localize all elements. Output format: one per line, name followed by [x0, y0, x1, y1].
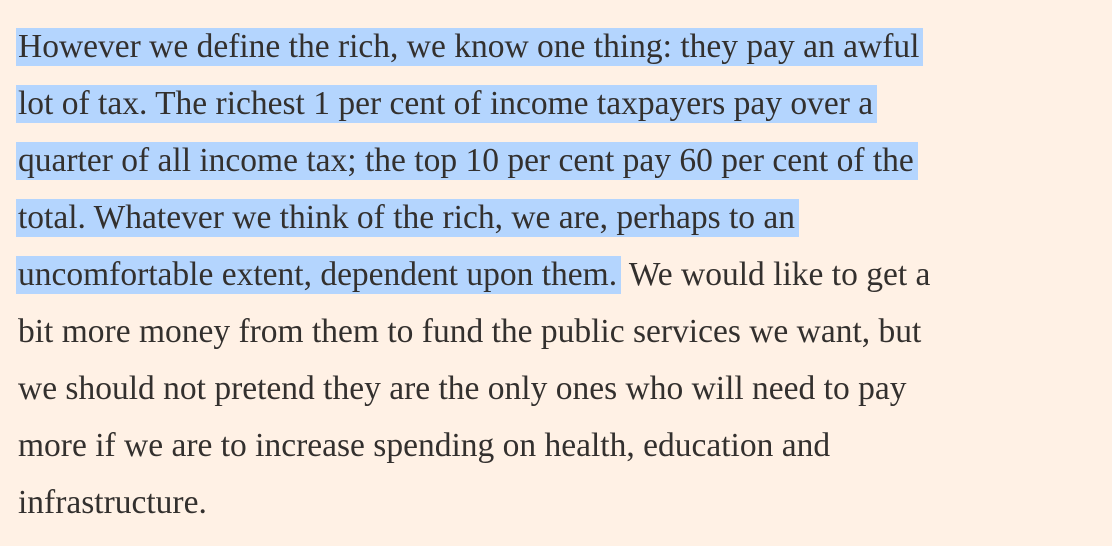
- text-line: we should not pretend they are the only …: [18, 370, 1112, 427]
- text-line: uncomfortable extent, dependent upon the…: [16, 256, 1112, 313]
- text-line: infrastructure.: [18, 484, 1112, 541]
- text-line: total. Whatever we think of the rich, we…: [16, 199, 1112, 256]
- text: bit more money from them to fund the pub…: [18, 313, 922, 350]
- text: more if we are to increase spending on h…: [18, 427, 831, 464]
- selected-text: total. Whatever we think of the rich, we…: [16, 199, 800, 237]
- selected-text: uncomfortable extent, dependent upon the…: [16, 256, 622, 294]
- text-line: more if we are to increase spending on h…: [18, 427, 1112, 484]
- text-line: quarter of all income tax; the top 10 pe…: [16, 142, 1112, 199]
- text: infrastructure.: [18, 484, 207, 521]
- selected-text: lot of tax. The richest 1 per cent of in…: [16, 85, 878, 123]
- selected-text: However we define the rich, we know one …: [16, 28, 924, 66]
- text-line: However we define the rich, we know one …: [16, 28, 1112, 85]
- text-line: lot of tax. The richest 1 per cent of in…: [16, 85, 1112, 142]
- text-line: bit more money from them to fund the pub…: [18, 313, 1112, 370]
- text: We would like to get a: [621, 256, 931, 293]
- selected-text: quarter of all income tax; the top 10 pe…: [16, 142, 918, 180]
- text: we should not pretend they are the only …: [18, 370, 907, 407]
